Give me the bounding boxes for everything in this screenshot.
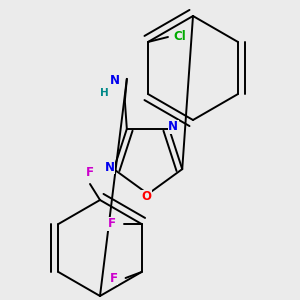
Text: F: F (86, 166, 94, 178)
Text: Cl: Cl (174, 31, 186, 44)
Text: F: F (108, 218, 116, 230)
Text: N: N (105, 160, 115, 174)
Text: N: N (110, 74, 120, 87)
Text: F: F (110, 272, 118, 284)
Text: N: N (168, 120, 178, 134)
Text: H: H (100, 88, 109, 98)
Text: O: O (141, 190, 151, 203)
